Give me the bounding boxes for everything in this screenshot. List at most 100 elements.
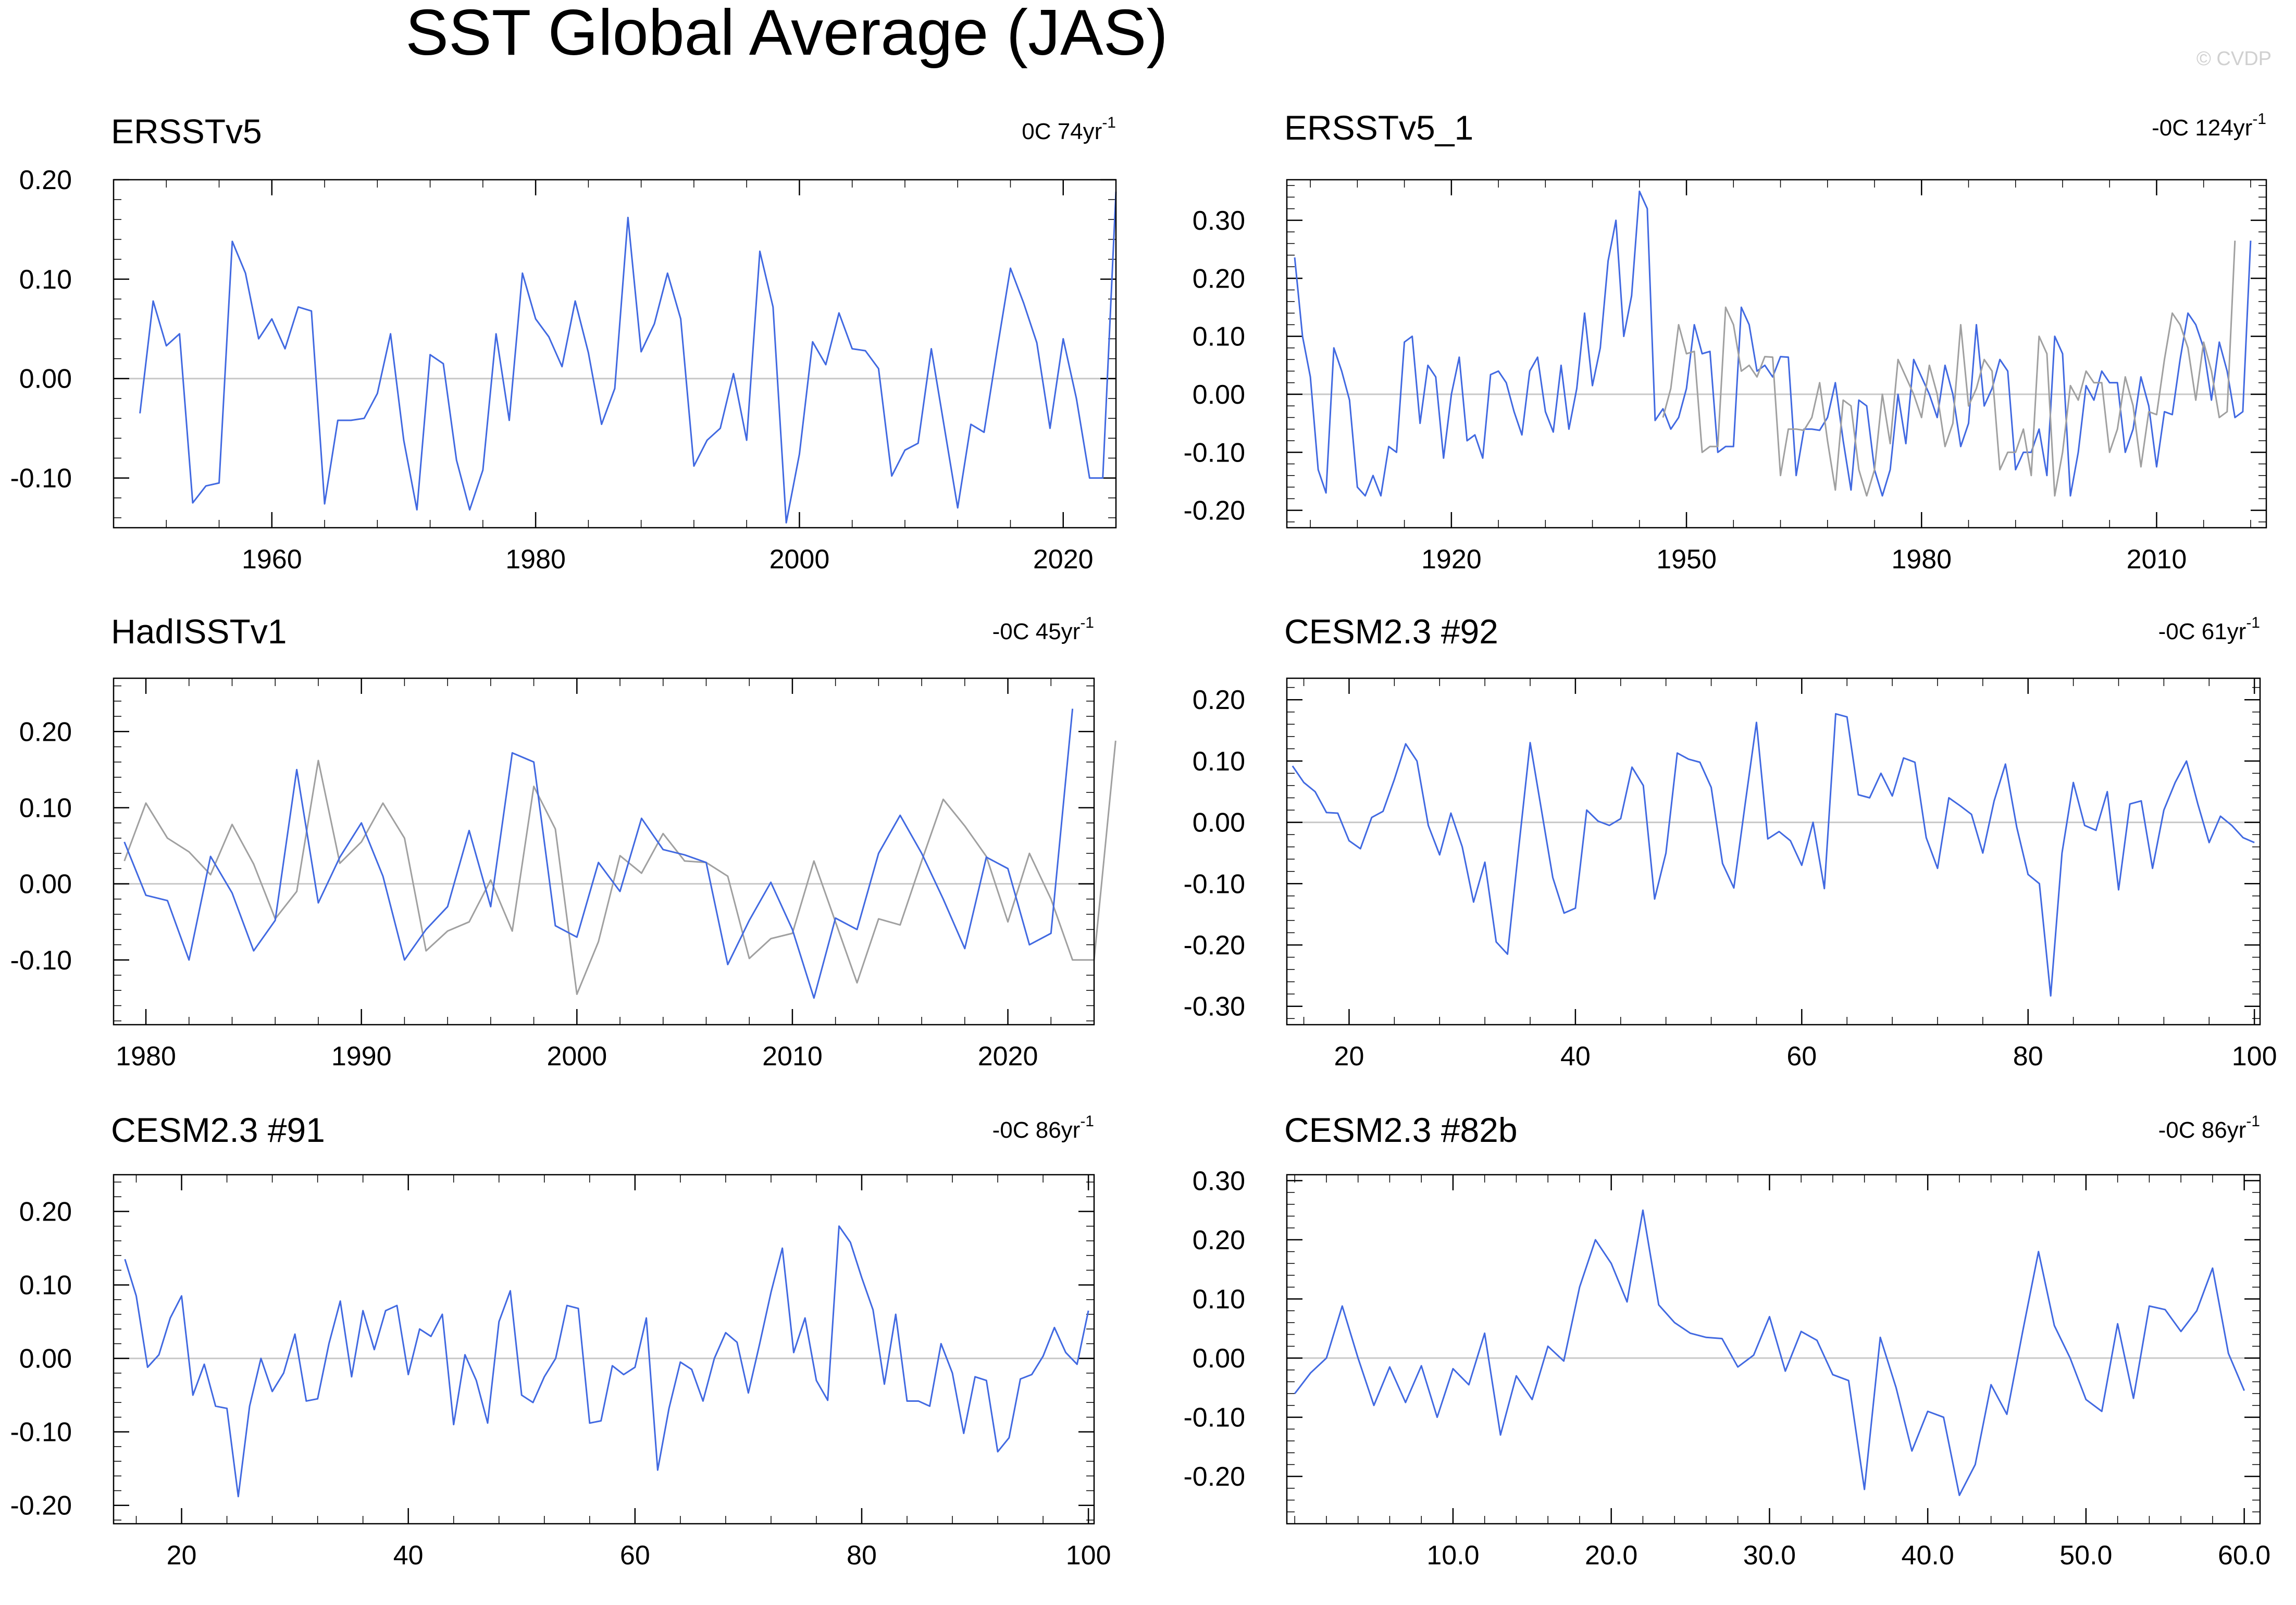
panel-title: CESM2.3 #92 [1284,612,1498,651]
x-tick-label: 2010 [2127,544,2187,575]
x-tick-label: 20.0 [1585,1540,1637,1571]
y-tick-label: 0.00 [19,1344,72,1374]
x-tick-label: 40 [393,1540,424,1571]
chart-panel: CESM2.3 #91 -0C 86yr-1 -0.20 -0.10 0.00 0.10 0… [10,1111,1111,1571]
y-tick-label: 0.20 [1193,1225,1245,1255]
series-line [139,191,1117,524]
y-tick-label: 0.00 [1193,1343,1245,1374]
y-tick-label: -0.10 [1183,438,1245,468]
y-tick-label: 0.20 [19,717,72,747]
panel-title: CESM2.3 #82b [1284,1111,1518,1149]
y-tick-label: -0.20 [1183,496,1245,526]
y-tick-label: -0.10 [10,1417,72,1448]
panel-title: CESM2.3 #91 [111,1111,325,1149]
trend-superscript: -1 [2246,1113,2260,1130]
chart-panel: HadISSTv1 -0C 45yr-1 -0.10 0.00 0.10 0.20 1980… [10,612,1116,1072]
x-tick-label: 1980 [505,544,566,575]
plot-frame [113,677,1095,1026]
y-tick-label: 0.30 [1193,206,1245,236]
y-tick-label: 0.00 [19,869,72,900]
y-tick-label: 0.10 [19,1271,72,1301]
chart-panel: CESM2.3 #92 -0C 61yr-1 -0.30 -0.20 -0.10 0.00… [1183,612,2277,1072]
x-tick-label: 2020 [978,1041,1038,1072]
x-tick-label: 80 [2013,1041,2043,1072]
series-line [1294,190,2252,497]
panel-title: ERSSTv5 [111,112,262,151]
x-tick-label: 1990 [331,1041,392,1072]
x-tick-label: 100 [1066,1540,1111,1571]
y-tick-label: 0.30 [1193,1166,1245,1196]
plot-frame [1286,677,2261,1026]
x-tick-label: 2010 [762,1041,823,1072]
trend-superscript: -1 [1080,614,1094,631]
x-tick-label: 30.0 [1743,1540,1796,1571]
x-tick-label: 1920 [1421,544,1482,575]
x-tick-label: 1950 [1656,544,1717,575]
y-tick-label: -0.10 [1183,869,1245,899]
y-tick-label: -0.30 [1183,992,1245,1022]
plot-frame [1286,179,2267,529]
y-tick-label: 0.20 [19,1197,72,1227]
x-tick-label: 40 [1560,1041,1591,1072]
y-tick-label: 0.10 [19,265,72,295]
x-tick-label: 60 [620,1540,650,1571]
plot-frame [1286,1174,2261,1525]
chart-panel: ERSSTv5 0C 74yr-1 -0.10 0.00 0.10 0.20 1960 198… [10,112,1117,575]
series-line [123,708,1074,999]
series-line [123,740,1116,996]
panel-title: HadISSTv1 [111,612,287,651]
x-tick-label: 50.0 [2059,1540,2112,1571]
y-tick-label: 0.20 [1193,264,1245,294]
chart-panels: ERSSTv5 0C 74yr-1 -0.10 0.00 0.10 0.20 1960 198… [10,108,2277,1571]
chart-panel: CESM2.3 #82b -0C 86yr-1 -0.20 -0.10 0.00 0.10… [1183,1111,2270,1571]
x-tick-label: 60 [1786,1041,1817,1072]
x-tick-label: 2000 [547,1041,607,1072]
series-line [1662,240,2236,497]
y-tick-label: 0.10 [1193,746,1245,777]
plot-frame [113,1174,1095,1525]
trend-superscript: -1 [1080,1113,1094,1130]
trend-superscript: -1 [1102,114,1116,131]
series-line [1294,1209,2245,1496]
trend-annotation: -0C 45yr-1 [992,614,1094,644]
y-tick-label: 0.20 [19,165,72,195]
x-tick-label: 1980 [116,1041,176,1072]
x-tick-label: 40.0 [1902,1540,1954,1571]
y-tick-label: -0.10 [10,945,72,976]
y-tick-label: -0.20 [1183,930,1245,961]
trend-annotation: -0C 86yr-1 [2158,1113,2260,1143]
y-tick-label: -0.20 [1183,1462,1245,1492]
x-tick-label: 1960 [242,544,302,575]
x-tick-label: 1980 [1891,544,1952,575]
trend-annotation: -0C 61yr-1 [2158,614,2260,644]
y-tick-label: 0.10 [1193,1284,1245,1314]
panel-title: ERSSTv5_1 [1284,108,1473,147]
trend-annotation: -0C 124yr-1 [2152,110,2266,141]
x-tick-label: 2000 [770,544,830,575]
y-tick-label: -0.20 [10,1491,72,1521]
x-tick-label: 80 [847,1540,877,1571]
x-tick-label: 2020 [1033,544,1094,575]
y-tick-label: -0.10 [10,464,72,494]
trend-superscript: -1 [2252,110,2266,128]
y-tick-label: 0.00 [1193,808,1245,838]
y-tick-label: 0.00 [1193,380,1245,410]
y-tick-label: 0.20 [1193,685,1245,715]
x-tick-label: 10.0 [1426,1540,1479,1571]
watermark: © CVDP [2196,48,2272,70]
series-line [124,1225,1089,1498]
y-tick-label: 0.00 [19,364,72,394]
x-tick-label: 100 [2232,1041,2277,1072]
series-line [1292,713,2255,997]
y-tick-label: 0.10 [19,793,72,823]
y-tick-label: 0.10 [1193,322,1245,352]
trend-annotation: 0C 74yr-1 [1022,114,1116,144]
x-tick-label: 20 [1334,1041,1364,1072]
y-tick-label: -0.10 [1183,1403,1245,1433]
figure-title: SST Global Average (JAS) [405,0,1168,69]
x-tick-label: 20 [167,1540,197,1571]
trend-annotation: -0C 86yr-1 [992,1113,1094,1143]
chart-panel: ERSSTv5_1 -0C 124yr-1 -0.20 -0.10 0.00 0.10 0.… [1183,108,2267,575]
